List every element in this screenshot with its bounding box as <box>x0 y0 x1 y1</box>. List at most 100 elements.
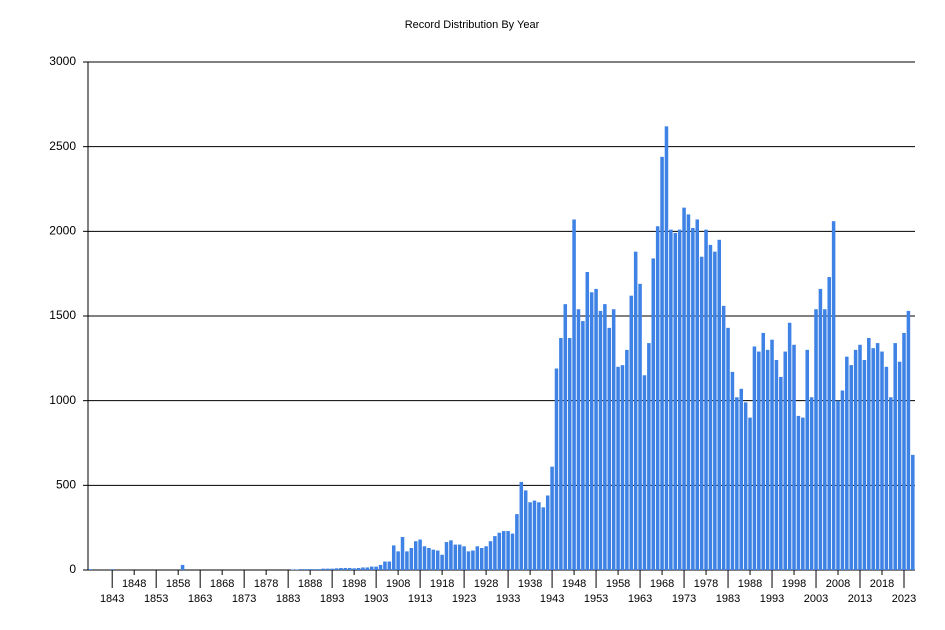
bar <box>858 344 862 570</box>
x-tick-label: 1958 <box>606 578 630 590</box>
x-tick-label: 1933 <box>496 593 520 605</box>
bar <box>317 569 321 570</box>
x-tick-label: 1948 <box>562 578 586 590</box>
bar <box>699 256 704 570</box>
bar <box>567 338 572 570</box>
x-tick-label: 1843 <box>100 593 124 605</box>
y-tick-label: 500 <box>56 478 76 492</box>
x-tick-label: 2003 <box>804 593 828 605</box>
x-tick-label: 1973 <box>672 593 696 605</box>
x-tick-label: 1923 <box>452 593 476 605</box>
bar <box>462 546 466 570</box>
bar <box>655 226 660 570</box>
y-tick-label: 2500 <box>49 139 76 153</box>
bar <box>559 338 563 570</box>
bar <box>413 541 418 570</box>
bar <box>642 375 647 570</box>
bar <box>805 349 809 570</box>
x-tick-label: 1913 <box>408 593 432 605</box>
bar <box>818 288 823 570</box>
bar <box>735 397 739 570</box>
bar <box>581 321 585 570</box>
bar <box>677 229 682 570</box>
y-tick-label: 2000 <box>49 224 76 238</box>
bar <box>365 567 370 570</box>
bar <box>787 322 792 570</box>
bar <box>466 551 471 570</box>
x-tick-label: 1883 <box>276 593 300 605</box>
bar <box>761 332 765 570</box>
bar <box>523 490 528 570</box>
bar <box>765 349 770 570</box>
bar <box>550 466 554 570</box>
x-tick-label: 1928 <box>474 578 498 590</box>
bar <box>704 229 708 570</box>
x-tick-label: 2013 <box>848 593 872 605</box>
bar <box>387 561 392 570</box>
bar <box>880 351 884 570</box>
bar <box>607 327 612 570</box>
bar <box>673 233 678 570</box>
bar <box>752 346 757 570</box>
x-tick-label: 1988 <box>738 578 762 590</box>
bar <box>809 397 814 570</box>
bar <box>889 397 893 570</box>
bar <box>427 547 431 570</box>
bar <box>537 502 541 570</box>
bar <box>334 568 339 570</box>
bar <box>629 295 634 570</box>
bar <box>343 567 348 570</box>
bar <box>911 454 915 570</box>
bar <box>303 569 308 570</box>
bar <box>792 344 796 570</box>
bar <box>708 244 713 570</box>
bar <box>510 533 515 570</box>
bar <box>180 564 185 570</box>
bar <box>831 221 836 570</box>
bar <box>664 126 669 570</box>
bar <box>431 549 436 570</box>
x-tick-label: 1868 <box>210 578 234 590</box>
bar <box>906 310 911 570</box>
x-tick-label: 1898 <box>342 578 366 590</box>
bar <box>330 568 334 570</box>
bar <box>440 554 444 570</box>
x-tick-label: 1938 <box>518 578 542 590</box>
bar <box>576 309 581 570</box>
bar <box>422 546 427 570</box>
bar <box>682 207 686 571</box>
bar <box>875 343 880 570</box>
x-tick-label: 1918 <box>430 578 454 590</box>
bar <box>770 339 774 570</box>
bar <box>312 569 317 570</box>
bar <box>475 546 480 570</box>
bar <box>532 500 537 570</box>
bar <box>444 542 449 570</box>
bar <box>405 551 409 570</box>
bar <box>400 536 405 570</box>
x-tick-label: 1888 <box>298 578 322 590</box>
bar <box>290 569 295 570</box>
bar <box>308 569 312 570</box>
bar <box>853 349 858 570</box>
bar <box>603 304 607 570</box>
bar <box>616 366 620 570</box>
bar <box>893 343 897 570</box>
bar <box>391 545 396 570</box>
bar <box>871 348 875 570</box>
chart-title: Record Distribution By Year <box>405 19 540 31</box>
bar <box>691 227 695 571</box>
bar <box>572 219 576 571</box>
x-tick-label: 1993 <box>760 593 784 605</box>
bar <box>695 219 700 571</box>
bar <box>554 368 559 570</box>
bar <box>686 214 691 570</box>
x-tick-label: 1908 <box>386 578 410 590</box>
bar <box>633 251 638 571</box>
bar <box>352 568 356 570</box>
bar <box>827 277 831 570</box>
bar <box>383 561 387 570</box>
bar <box>488 541 493 570</box>
y-tick-label: 3000 <box>49 54 76 68</box>
bar <box>453 544 458 570</box>
